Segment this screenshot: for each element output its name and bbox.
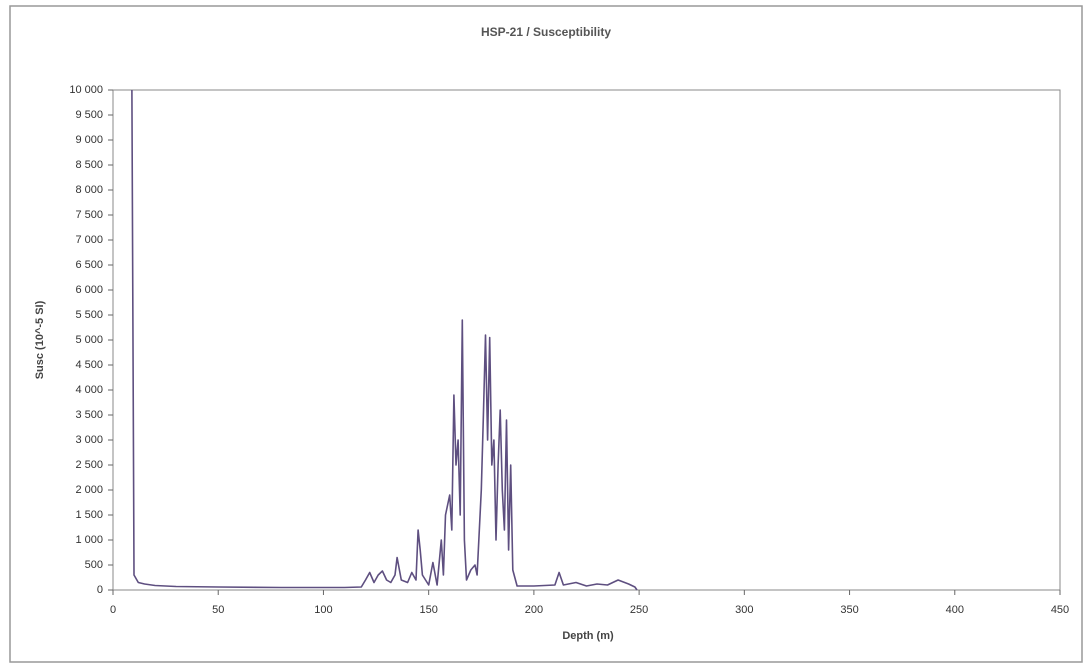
y-tick-label: 5 000 — [75, 334, 103, 346]
x-tick-label: 250 — [630, 604, 648, 616]
y-tick-label: 8 000 — [75, 184, 103, 196]
y-tick-label: 5 500 — [75, 309, 103, 321]
y-tick-label: 6 000 — [75, 284, 103, 296]
y-tick-label: 500 — [85, 559, 103, 571]
y-tick-label: 8 500 — [75, 159, 103, 171]
y-tick-label: 7 500 — [75, 209, 103, 221]
y-axis-label: Susc (10^-5 SI) — [34, 300, 46, 379]
y-tick-label: 3 000 — [75, 434, 103, 446]
y-tick-label: 1 500 — [75, 509, 103, 521]
y-tick-label: 9 500 — [75, 109, 103, 121]
y-tick-label: 2 500 — [75, 459, 103, 471]
y-tick-label: 3 500 — [75, 409, 103, 421]
x-tick-label: 400 — [946, 604, 964, 616]
y-tick-label: 0 — [97, 584, 103, 596]
y-tick-label: 9 000 — [75, 134, 103, 146]
x-axis-label: Depth (m) — [562, 630, 614, 642]
y-tick-label: 10 000 — [69, 84, 103, 96]
x-tick-label: 100 — [314, 604, 332, 616]
x-tick-label: 0 — [110, 604, 116, 616]
y-tick-label: 4 500 — [75, 359, 103, 371]
chart-frame — [9, 5, 1083, 663]
x-tick-label: 200 — [525, 604, 543, 616]
x-tick-label: 50 — [212, 604, 224, 616]
x-tick-label: 450 — [1051, 604, 1069, 616]
x-tick-label: 300 — [735, 604, 753, 616]
chart-title: HSP-21 / Susceptibility — [481, 25, 611, 39]
x-tick-label: 350 — [840, 604, 858, 616]
data-line — [131, 89, 638, 591]
y-tick-label: 1 000 — [75, 534, 103, 546]
y-tick-label: 4 000 — [75, 384, 103, 396]
y-tick-label: 2 000 — [75, 484, 103, 496]
x-tick-label: 150 — [419, 604, 437, 616]
y-tick-label: 6 500 — [75, 259, 103, 271]
y-tick-label: 7 000 — [75, 234, 103, 246]
